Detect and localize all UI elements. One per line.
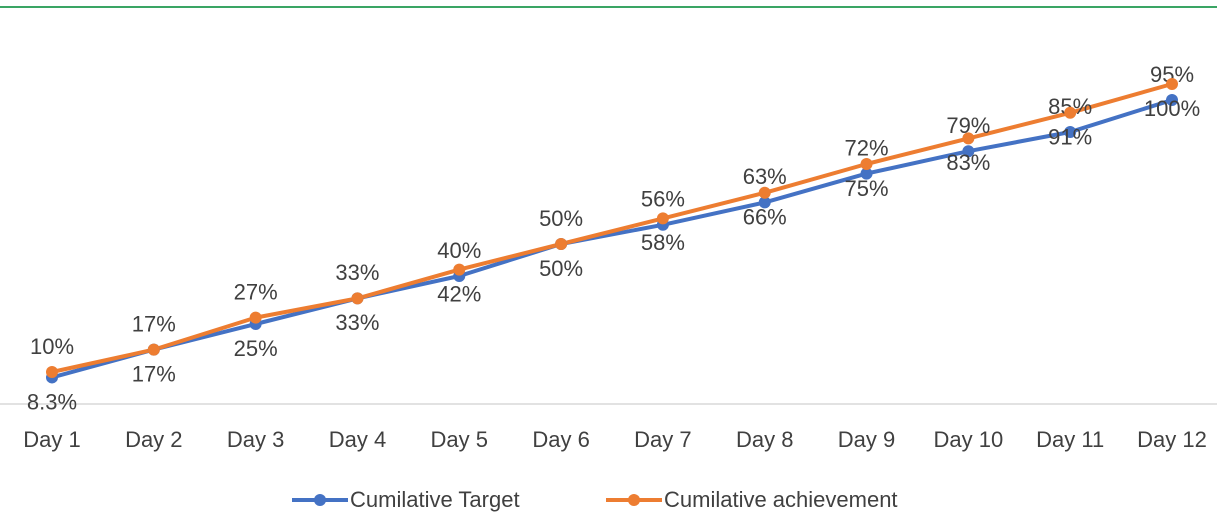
legend-label: Cumilative achievement: [664, 487, 898, 512]
data-label: 75%: [845, 176, 889, 201]
data-point: [656, 212, 669, 225]
data-label: 27%: [234, 279, 278, 304]
data-point: [249, 311, 262, 324]
data-point: [758, 186, 771, 199]
data-label: 17%: [132, 361, 176, 386]
data-point: [860, 158, 873, 170]
data-point: [962, 132, 975, 145]
data-label: 10%: [30, 334, 74, 359]
x-tick-label: Day 1: [23, 427, 80, 452]
data-label: 72%: [845, 135, 889, 160]
data-label: 50%: [539, 256, 583, 281]
data-label: 100%: [1144, 96, 1200, 121]
x-tick-label: Day 5: [431, 427, 488, 452]
data-point: [555, 238, 568, 250]
x-tick-label: Day 7: [634, 427, 691, 452]
series-line: [51, 98, 1173, 380]
data-point: [1166, 94, 1178, 106]
x-tick-label: Day 3: [227, 427, 284, 452]
data-label: 91%: [1048, 125, 1092, 150]
x-tick-label: Day 10: [934, 427, 1004, 452]
data-point: [1064, 106, 1077, 119]
x-tick-label: Day 12: [1137, 427, 1207, 452]
x-tick-label: Day 11: [1036, 427, 1104, 452]
data-label: 63%: [743, 164, 787, 189]
data-point: [1064, 126, 1077, 138]
data-label: 56%: [641, 187, 685, 212]
data-label: 25%: [234, 336, 278, 361]
legend-marker: [314, 494, 326, 506]
x-tick-label: Day 6: [532, 427, 589, 452]
data-label: 50%: [539, 206, 583, 231]
data-point: [351, 292, 364, 305]
data-label: 42%: [437, 281, 481, 306]
series-line: [51, 82, 1173, 374]
data-label: 17%: [132, 311, 176, 336]
data-point: [758, 196, 771, 209]
data-point: [860, 167, 873, 180]
x-tick-label: Day 2: [125, 427, 182, 452]
data-point: [453, 263, 466, 276]
x-tick-label: Day 8: [736, 427, 793, 452]
data-label: 58%: [641, 230, 685, 255]
x-tick-label: Day 4: [329, 427, 386, 452]
data-point: [46, 366, 58, 378]
data-label: 33%: [335, 260, 379, 285]
data-label: 66%: [743, 205, 787, 230]
data-label: 40%: [437, 238, 481, 263]
data-label: 33%: [335, 310, 379, 335]
x-tick-label: Day 9: [838, 427, 895, 452]
legend-label: Cumilative Target: [350, 487, 520, 512]
data-point: [1166, 78, 1178, 90]
data-label: 8.3%: [27, 389, 77, 414]
data-label: 83%: [946, 150, 990, 175]
data-point: [147, 343, 160, 356]
data-point: [962, 145, 975, 158]
legend-marker: [628, 494, 640, 506]
